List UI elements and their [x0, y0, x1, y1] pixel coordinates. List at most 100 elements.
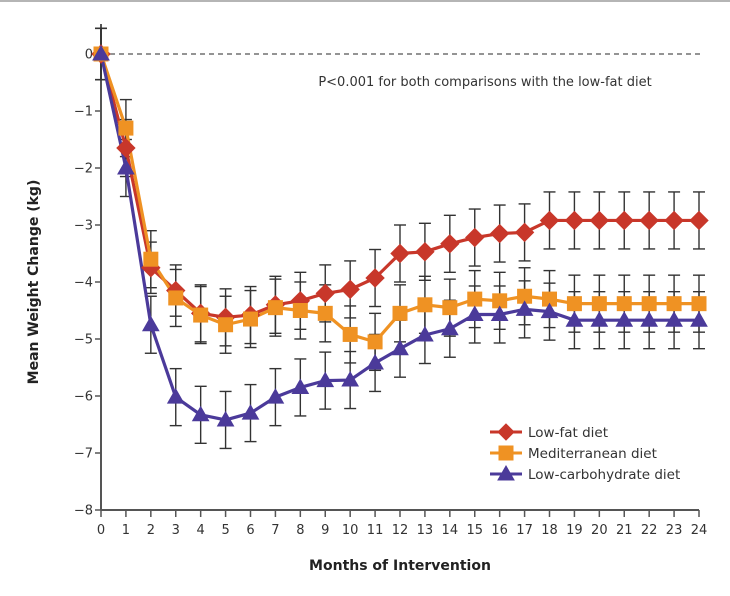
low-fat-diet-point [664, 210, 684, 231]
mediterranean-diet-point [666, 296, 682, 312]
mediterranean-diet-point [591, 296, 607, 312]
x-tick-label: 13 [417, 523, 434, 538]
low-carbohydrate-diet-point [141, 315, 160, 332]
mediterranean-diet-point [616, 296, 632, 312]
low-carbohydrate-diet-point [490, 305, 509, 321]
x-tick-label: 14 [442, 523, 459, 538]
mediterranean-diet-point [392, 305, 408, 321]
x-tick-label: 15 [466, 523, 483, 538]
mediterranean-diet-point [118, 120, 134, 136]
x-tick-label: 24 [691, 523, 708, 538]
x-tick-label: 16 [491, 523, 508, 538]
mediterranean-diet-point [317, 305, 333, 321]
low-carbohydrate-diet-point [166, 388, 185, 404]
mediterranean-diet-point [342, 326, 358, 342]
x-tick-label: 7 [271, 523, 279, 538]
mediterranean-diet-point [243, 311, 258, 327]
low-carbohydrate-diet-point [440, 319, 459, 336]
legend-label-low-carbohydrate-diet: Low-carbohydrate diet [528, 467, 680, 483]
low-fat-diet-point [465, 227, 485, 248]
x-tick-label: 23 [666, 523, 683, 538]
legend-label-low-fat-diet: Low-fat diet [528, 425, 608, 441]
mediterranean-diet-point [143, 251, 159, 267]
x-tick-label: 17 [516, 523, 533, 538]
low-fat-diet-point [614, 210, 634, 231]
x-tick-label: 5 [221, 523, 229, 538]
low-carbohydrate-diet-point [540, 302, 559, 319]
low-fat-diet-point [116, 138, 136, 158]
x-tick-label: 11 [367, 523, 384, 538]
mediterranean-diet-point [566, 296, 582, 312]
low-carbohydrate-diet-point [465, 305, 484, 321]
x-tick-label: 1 [122, 523, 130, 538]
y-tick-label: −3 [74, 219, 93, 234]
low-carbohydrate-diet-point [216, 410, 235, 427]
x-tick-label: 20 [591, 523, 608, 538]
x-tick-label: 0 [97, 523, 105, 538]
x-tick-label: 19 [566, 523, 583, 538]
y-tick-label: −4 [74, 276, 93, 291]
low-carbohydrate-diet-point [291, 378, 310, 394]
series-markers [91, 44, 709, 427]
x-tick-label: 4 [197, 523, 205, 538]
y-tick-label: 0 [85, 48, 93, 63]
legend-marker-low-carbohydrate-diet [497, 464, 515, 481]
y-tick-label: −6 [74, 390, 93, 405]
x-tick-label: 22 [641, 523, 658, 538]
low-carbohydrate-diet-point [615, 311, 634, 327]
low-carbohydrate-diet-point [565, 311, 584, 327]
low-fat-diet-point [489, 223, 510, 244]
axes: 0−1−2−3−4−5−6−7−80 1 2 3 4 5 6 7 8 9 10 11 12 13 14 15 1… [74, 24, 707, 538]
mediterranean-diet-point [691, 296, 707, 312]
low-fat-diet-point [315, 283, 335, 304]
low-carbohydrate-diet-point [590, 311, 609, 327]
low-carbohydrate-diet-point [92, 44, 110, 61]
y-axis-title: Mean Weight Change (kg) [26, 180, 42, 385]
x-tick-label: 18 [541, 523, 558, 538]
y-tick-label: −7 [74, 447, 93, 462]
p-value-annotation: P<0.001 for both comparisons with the lo… [318, 75, 651, 90]
x-tick-label: 9 [321, 523, 329, 538]
low-fat-diet-point [390, 243, 410, 264]
low-carbohydrate-diet-point [117, 158, 135, 175]
low-fat-diet-point [340, 279, 360, 300]
legend: Low-fat diet Mediterranean diet Low-carboh… [490, 423, 680, 483]
x-tick-label: 21 [616, 523, 633, 538]
low-fat-diet-point [639, 210, 659, 231]
x-tick-label: 10 [342, 523, 359, 538]
x-axis-title: Months of Intervention [309, 558, 491, 574]
mediterranean-diet-point [367, 334, 383, 350]
mediterranean-diet-point [168, 290, 184, 306]
low-carbohydrate-diet-point [241, 404, 260, 420]
x-tick-label: 6 [246, 523, 254, 538]
x-tick-label: 3 [172, 523, 180, 538]
y-tick-label: −8 [74, 504, 93, 519]
low-carbohydrate-diet-point [665, 311, 683, 327]
low-fat-diet-point [514, 222, 535, 243]
x-tick-label: 2 [147, 523, 155, 538]
low-carbohydrate-diet-point [391, 339, 409, 356]
low-fat-diet-point [589, 210, 610, 231]
top-border [0, 0, 730, 2]
low-fat-diet-point [689, 210, 709, 231]
error-bars [95, 27, 705, 450]
low-fat-diet-point [415, 242, 435, 262]
mediterranean-diet-point [442, 300, 458, 316]
x-tick-label: 8 [296, 523, 304, 538]
low-carbohydrate-diet-point [266, 388, 285, 404]
low-carbohydrate-diet-point [515, 300, 534, 316]
mediterranean-diet-point [292, 303, 308, 318]
low-fat-diet-point [365, 268, 385, 288]
low-fat-diet-point [440, 234, 460, 254]
low-carbohydrate-diet-point [416, 326, 434, 342]
y-tick-label: −2 [74, 162, 93, 177]
low-carbohydrate-diet-point [341, 371, 360, 387]
mediterranean-diet-point [641, 296, 657, 312]
y-tick-label: −5 [74, 333, 93, 348]
mediterranean-diet-point [193, 307, 209, 323]
low-fat-diet-point [539, 210, 560, 231]
mediterranean-diet-point [417, 297, 433, 313]
low-carbohydrate-diet-point [366, 353, 384, 370]
low-carbohydrate-diet-point [690, 311, 708, 327]
